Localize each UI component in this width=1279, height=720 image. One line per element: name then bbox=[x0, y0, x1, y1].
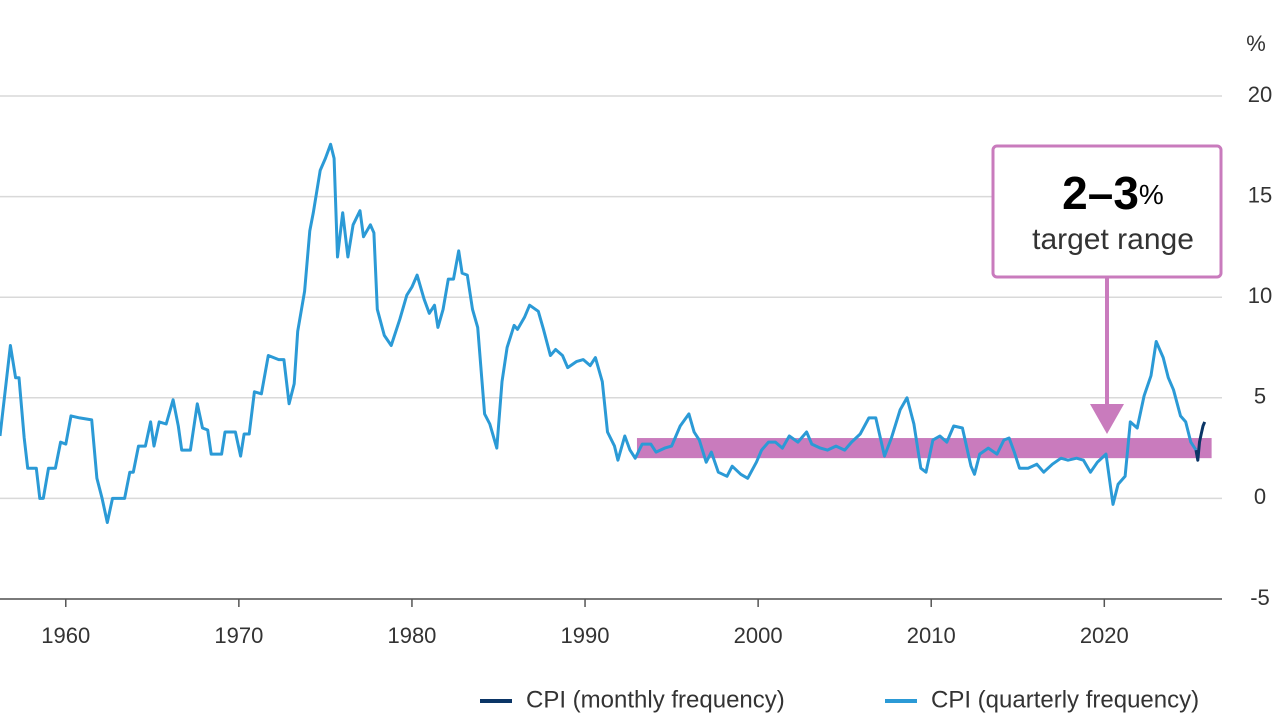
cpi-line bbox=[1194, 421, 1207, 462]
y-tick-label: 5 bbox=[1254, 384, 1266, 409]
y-tick-label: -5 bbox=[1250, 585, 1270, 610]
y-tick-label: 15 bbox=[1248, 182, 1272, 207]
x-tick-label: 2010 bbox=[907, 623, 956, 648]
legend-label: CPI (monthly frequency) bbox=[526, 686, 785, 713]
annotation-value: 2–3% bbox=[1062, 167, 1164, 219]
annotation-number: 2–3 bbox=[1062, 167, 1139, 219]
x-tick-label: 1960 bbox=[41, 623, 90, 648]
x-tick-label: 1990 bbox=[561, 623, 610, 648]
legend-label: CPI (quarterly frequency) bbox=[931, 686, 1199, 713]
y-tick-label: 0 bbox=[1254, 484, 1266, 509]
x-tick-label: 2000 bbox=[734, 623, 783, 648]
annotation-text: target range bbox=[1032, 223, 1194, 256]
x-tick-label: 1980 bbox=[387, 623, 436, 648]
unit-label: % bbox=[1246, 31, 1266, 56]
target-band bbox=[636, 438, 1212, 459]
x-tick-label: 2020 bbox=[1080, 623, 1129, 648]
x-tick-label: 1970 bbox=[214, 623, 263, 648]
annotation-arrowhead bbox=[1090, 404, 1124, 434]
annotation-unit: % bbox=[1139, 179, 1164, 210]
y-tick-label: 20 bbox=[1248, 82, 1272, 107]
y-tick-label: 10 bbox=[1248, 283, 1272, 308]
cpi-line bbox=[0, 142, 1198, 524]
